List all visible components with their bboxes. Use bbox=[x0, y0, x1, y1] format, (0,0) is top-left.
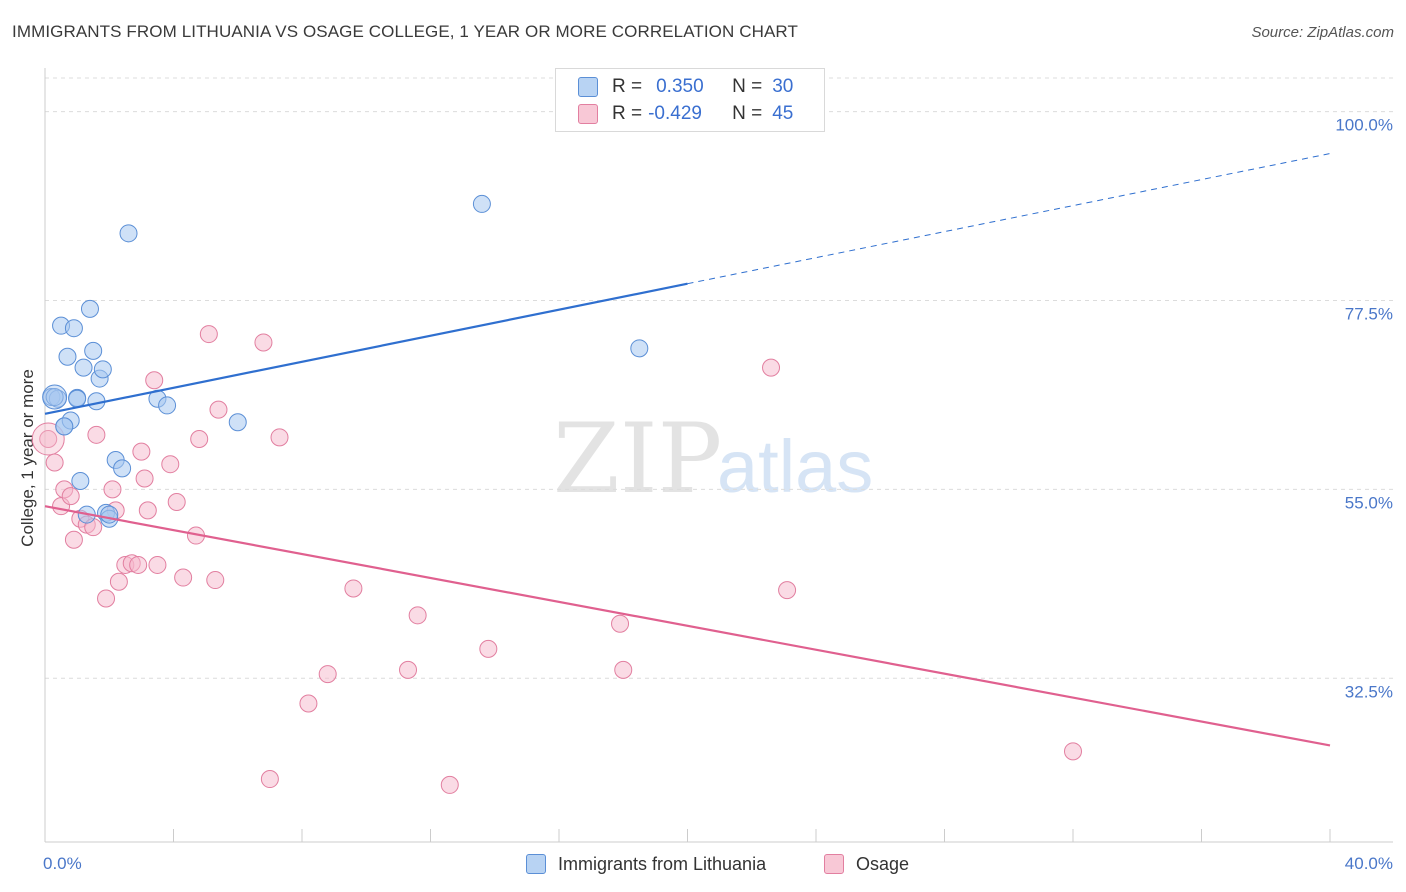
osage-point bbox=[97, 589, 116, 608]
legend-swatch-blue bbox=[526, 854, 546, 874]
legend-swatch-blue bbox=[578, 77, 598, 97]
osage-point bbox=[145, 371, 164, 390]
x-tick-labels: 0.0% 40.0% bbox=[43, 854, 1393, 873]
osage-point bbox=[762, 358, 781, 377]
osage-point bbox=[199, 325, 218, 344]
legend-r-value: 0.350 bbox=[656, 76, 704, 97]
lithuania-point bbox=[119, 224, 138, 243]
watermark: ZIP atlas bbox=[553, 403, 873, 515]
legend-row-osage: R = -0.429 N = 45 bbox=[556, 100, 793, 128]
osage-point bbox=[270, 428, 289, 447]
osage-point bbox=[399, 660, 418, 679]
legend-label-lithuania: Immigrants from Lithuania bbox=[558, 853, 767, 874]
legend-item-lithuania: Immigrants from Lithuania bbox=[526, 852, 766, 876]
y-axis-label: College, 1 year or more bbox=[18, 369, 37, 547]
lithuania-point bbox=[84, 341, 103, 360]
lithuania-point bbox=[55, 417, 74, 436]
osage-point bbox=[138, 501, 157, 520]
lithuania-point bbox=[630, 339, 649, 358]
legend-swatch-pink bbox=[824, 854, 844, 874]
osage-trend-line bbox=[44, 505, 1331, 747]
lithuania-trend-line bbox=[44, 282, 688, 415]
lithuania-point bbox=[80, 299, 99, 318]
legend-swatch-pink bbox=[578, 104, 598, 124]
lithuania-point bbox=[74, 358, 93, 377]
osage-points bbox=[31, 325, 1082, 794]
osage-point bbox=[132, 442, 151, 461]
osage-point bbox=[190, 430, 209, 449]
osage-point bbox=[109, 572, 128, 591]
lithuania-point bbox=[58, 347, 77, 366]
legend-n-label: N = bbox=[732, 76, 763, 97]
legend-r-label: R = bbox=[612, 76, 643, 97]
lithuania-point bbox=[93, 360, 112, 379]
lithuania-point bbox=[68, 389, 87, 408]
osage-point bbox=[440, 775, 459, 794]
lithuania-point bbox=[228, 413, 247, 432]
osage-point bbox=[1064, 742, 1082, 761]
osage-point bbox=[611, 614, 630, 633]
lithuania-point bbox=[100, 505, 119, 524]
legend-r-value: -0.429 bbox=[648, 103, 702, 124]
legend-n-value: 45 bbox=[772, 103, 794, 124]
osage-point bbox=[103, 480, 122, 499]
osage-point bbox=[31, 422, 65, 456]
osage-point bbox=[299, 694, 318, 713]
osage-point bbox=[174, 568, 193, 587]
y-tick-label: 77.5% bbox=[1345, 304, 1393, 323]
lithuania-point bbox=[113, 459, 132, 478]
legend-row-lithuania: R = 0.350 N = 30 bbox=[556, 73, 793, 101]
lithuania-point bbox=[158, 396, 177, 415]
osage-point bbox=[260, 770, 279, 789]
lithuania-point bbox=[42, 384, 68, 410]
osage-point bbox=[161, 455, 180, 474]
osage-point bbox=[39, 430, 58, 449]
legend-item-osage: Osage bbox=[824, 852, 909, 876]
lithuania-point bbox=[64, 319, 83, 338]
y-tick-labels: 32.5% 55.0% 77.5% 100.0% bbox=[1335, 116, 1393, 702]
osage-point bbox=[206, 571, 225, 590]
legend-label-osage: Osage bbox=[856, 853, 910, 874]
chart-title: IMMIGRANTS FROM LITHUANIA VS OSAGE COLLE… bbox=[12, 22, 798, 41]
osage-point bbox=[209, 400, 228, 419]
grid-lines bbox=[45, 77, 1393, 679]
osage-point bbox=[778, 581, 797, 600]
osage-point bbox=[148, 555, 167, 574]
correlation-legend: R = 0.350 N = 30 R = -0.429 N = 45 bbox=[555, 68, 825, 132]
osage-point bbox=[64, 530, 83, 549]
osage-point bbox=[135, 469, 154, 488]
osage-point bbox=[254, 333, 273, 352]
x-tick-label: 40.0% bbox=[1345, 854, 1393, 873]
watermark-atlas: atlas bbox=[717, 425, 873, 508]
osage-point bbox=[318, 665, 337, 684]
osage-point bbox=[479, 639, 498, 658]
trend-lines bbox=[44, 153, 1331, 747]
osage-point bbox=[129, 555, 148, 574]
legend-r-label: R = bbox=[612, 103, 643, 124]
x-tick-label: 0.0% bbox=[43, 854, 82, 873]
lithuania-point bbox=[472, 194, 491, 213]
y-tick-label: 55.0% bbox=[1345, 493, 1393, 512]
osage-point bbox=[344, 579, 363, 598]
legend-n-label: N = bbox=[732, 103, 763, 124]
osage-point bbox=[61, 487, 80, 506]
osage-point bbox=[45, 453, 64, 472]
source-credit: Source: ZipAtlas.com bbox=[1251, 24, 1394, 41]
osage-point bbox=[87, 425, 106, 444]
osage-point bbox=[614, 660, 633, 679]
y-tick-label: 100.0% bbox=[1335, 116, 1393, 135]
osage-point bbox=[167, 492, 186, 511]
y-tick-label: 32.5% bbox=[1345, 682, 1393, 701]
lithuania-point bbox=[45, 388, 64, 407]
osage-point bbox=[408, 606, 427, 625]
legend-n-value: 30 bbox=[772, 76, 794, 97]
watermark-zip: ZIP bbox=[553, 403, 722, 515]
lithuania-point bbox=[71, 471, 90, 490]
lithuania-trend-extension bbox=[687, 153, 1331, 285]
